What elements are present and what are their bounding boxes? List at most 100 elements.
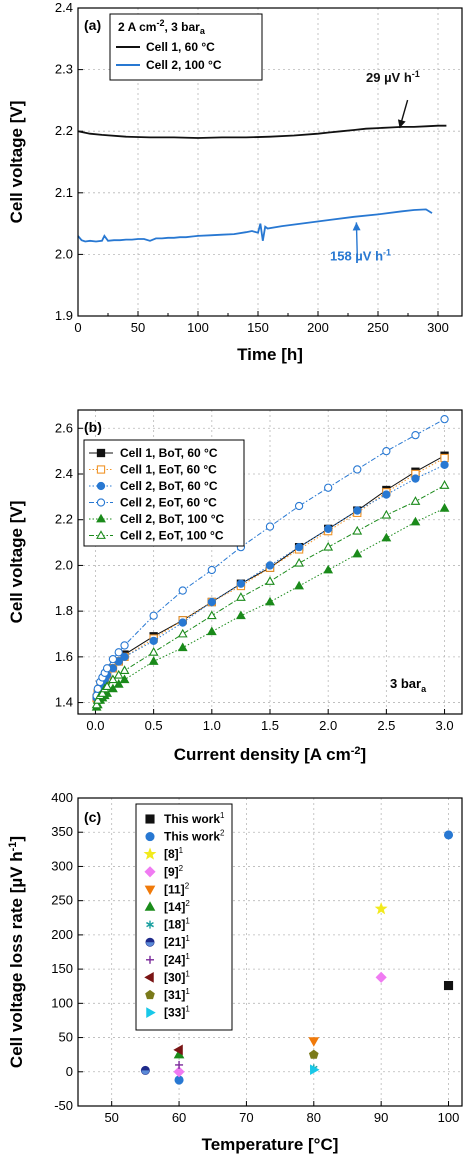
x-tick-label: 100 (187, 320, 209, 335)
data-point (308, 1049, 319, 1059)
data-point (410, 516, 421, 526)
data-point (353, 465, 362, 474)
series-line (96, 418, 445, 696)
y-tick-label: 2.0 (55, 246, 73, 261)
data-point (206, 610, 217, 620)
legend-box (83, 439, 245, 547)
series-line-2 (77, 208, 433, 243)
series-8 (140, 1065, 150, 1075)
data-point (410, 496, 421, 505)
panel-a-legend: 2 A cm-2, 3 bara Cell 1, 60 °C Cell 2, 100… (109, 13, 263, 81)
data-point (177, 642, 188, 652)
x-tick-label: 0.0 (86, 718, 104, 733)
data-point (353, 506, 362, 515)
y-tick-label: 2.4 (55, 466, 73, 481)
data-point (120, 652, 129, 662)
series-4 (92, 414, 449, 700)
y-tick-label: 2.2 (55, 123, 73, 138)
data-point (149, 636, 158, 646)
x-tick-label: 3.0 (436, 718, 454, 733)
y-tick-label: 1.6 (55, 649, 73, 664)
legend-title: 2 A cm-2, 3 bara (118, 18, 206, 36)
legend-swatch-marker (146, 920, 154, 929)
series-10 (173, 1044, 183, 1056)
legend-entry-5: Cell 2, BoT, 100 °C (120, 512, 225, 526)
data-point (323, 564, 334, 574)
y-tick-label: 100 (51, 995, 73, 1010)
legend-entry-4: Cell 2, EoT, 60 °C (120, 496, 217, 510)
data-point (323, 541, 334, 551)
data-point (265, 596, 275, 606)
data-point (375, 971, 387, 983)
x-axis-title: Current density [A cm-2] (174, 745, 366, 764)
legend-entry-2: Cell 1, EoT, 60 °C (120, 463, 217, 477)
data-point (440, 460, 449, 470)
data-point (97, 688, 108, 697)
panel-c-legend: This work1 This work2 [8]1 [9]2 [11]2 [14]2 [1… (135, 803, 233, 1031)
data-point (439, 480, 450, 489)
data-point (382, 490, 391, 499)
data-point (381, 532, 392, 542)
panel-a: 0 50 100 150 200 250 300 1.9 2.0 2.1 2.2 2.3 2.4 2 A … (7, 0, 463, 364)
legend-entry-12: [33]1 (164, 1005, 190, 1020)
x-tick-label: 300 (427, 320, 449, 335)
x-tick-label: 1.0 (203, 718, 221, 733)
data-point (173, 1066, 185, 1078)
data-point (206, 626, 217, 636)
x-tick-label: 70 (239, 1110, 253, 1125)
data-point (177, 628, 188, 638)
data-point (324, 524, 333, 534)
series-9 (175, 1060, 184, 1069)
legend-swatch-marker (146, 1007, 156, 1018)
data-point (140, 1065, 150, 1075)
y-tick-label: 250 (51, 893, 73, 908)
y-axis-title: Cell voltage loss rate [µV h-1] (7, 836, 26, 1068)
y-tick-label: 0 (66, 1064, 73, 1079)
legend-entry-3: Cell 2, BoT, 60 °C (120, 479, 218, 493)
legend-swatch-marker (145, 832, 155, 842)
plot-frame (77, 797, 463, 1107)
x-tick-label: 200 (307, 320, 329, 335)
legend-entry-6: Cell 2, EoT, 100 °C (120, 529, 224, 543)
data-point (265, 522, 275, 531)
data-point (102, 664, 112, 673)
data-point (411, 474, 420, 483)
data-point (113, 669, 124, 679)
data-point (178, 586, 187, 595)
data-point (108, 654, 118, 664)
legend-entry-5: [11]2 (164, 881, 190, 896)
panel-label-a: (a) (84, 17, 101, 33)
x-tick-label: 80 (307, 1110, 321, 1125)
y-tick-label: 2.2 (55, 512, 73, 527)
data-point (114, 648, 123, 657)
legend-swatch-marker (96, 448, 106, 458)
series-2 (174, 830, 454, 1085)
x-tick-label: 60 (172, 1110, 186, 1125)
data-point (265, 576, 275, 585)
y-tick-label: 2.0 (55, 557, 73, 572)
data-point (113, 679, 124, 688)
legend-entry-6: [14]2 (164, 899, 190, 914)
data-point (310, 1064, 320, 1076)
data-point (102, 681, 112, 691)
data-point (294, 542, 304, 552)
data-point (173, 1044, 183, 1056)
plot-frame (77, 7, 463, 317)
series-3 (374, 902, 388, 915)
x-tick-label: 1.5 (261, 718, 279, 733)
panel-b: 0.0 0.5 1.0 1.5 2.0 2.5 3.0 1.4 1.6 1.8 2.0 2.2 2.4 2… (7, 409, 463, 764)
legend-entry-3: [8]1 (164, 846, 184, 861)
legend-swatch-marker (145, 814, 155, 824)
data-point (119, 665, 130, 675)
y-tick-label: 2.3 (55, 62, 73, 77)
y-tick-label: 200 (51, 927, 73, 942)
data-point (308, 1037, 320, 1047)
y-tick-label: 2.4 (55, 0, 73, 15)
legend-swatch-marker (144, 885, 156, 896)
panel-b-legend: Cell 1, BoT, 60 °C Cell 1, EoT, 60 °C Cell… (83, 439, 245, 547)
data-point (443, 980, 454, 991)
data-point (352, 525, 363, 535)
y-axis-title: Cell voltage [V] (7, 501, 26, 624)
series-6 (91, 480, 450, 709)
legend-entry-11: [31]1 (164, 987, 190, 1002)
